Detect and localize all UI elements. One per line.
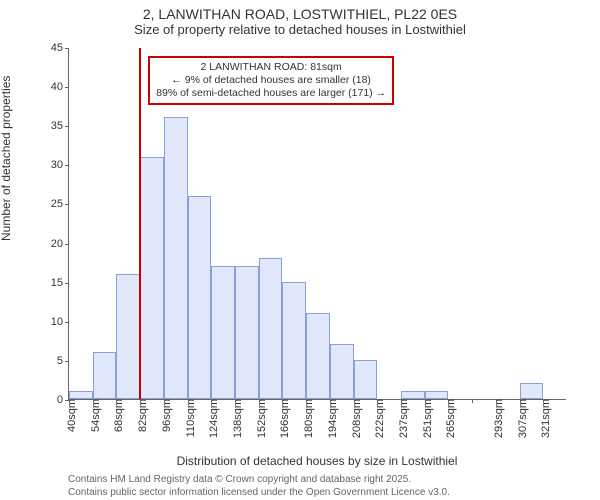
histogram-bar bbox=[259, 258, 283, 399]
x-tick-mark bbox=[520, 399, 521, 403]
y-tick-mark bbox=[65, 244, 69, 245]
y-tick-mark bbox=[65, 126, 69, 127]
footer-line1: Contains HM Land Registry data © Crown c… bbox=[68, 474, 450, 487]
x-tick-mark bbox=[235, 399, 236, 403]
x-tick-label: 222sqm bbox=[368, 399, 386, 438]
x-tick-mark bbox=[211, 399, 212, 403]
histogram-bar bbox=[93, 352, 117, 399]
x-tick-label: 124sqm bbox=[202, 399, 220, 438]
x-tick-mark bbox=[259, 399, 260, 403]
x-tick-label: 96sqm bbox=[155, 399, 173, 432]
x-tick-mark bbox=[354, 399, 355, 403]
x-tick-mark bbox=[543, 399, 544, 403]
x-tick-mark bbox=[330, 399, 331, 403]
x-tick-mark bbox=[401, 399, 402, 403]
histogram-bar bbox=[520, 383, 544, 399]
x-tick-label: 265sqm bbox=[439, 399, 457, 438]
y-tick-mark bbox=[65, 361, 69, 362]
histogram-bar bbox=[282, 282, 306, 399]
annotation-line: ← 9% of detached houses are smaller (18) bbox=[156, 74, 386, 87]
histogram-bar bbox=[425, 391, 449, 399]
x-tick-label: 166sqm bbox=[273, 399, 291, 438]
x-tick-mark bbox=[282, 399, 283, 403]
histogram-bar bbox=[116, 274, 140, 399]
x-tick-label: 110sqm bbox=[179, 399, 197, 437]
footer-line2: Contains public sector information licen… bbox=[68, 487, 450, 500]
reference-line bbox=[139, 48, 141, 399]
x-tick-label: 152sqm bbox=[250, 399, 268, 438]
x-tick-mark bbox=[69, 399, 70, 403]
x-tick-label: 307sqm bbox=[511, 399, 529, 438]
x-tick-mark bbox=[164, 399, 165, 403]
y-tick-mark bbox=[65, 48, 69, 49]
histogram-bar bbox=[164, 117, 188, 399]
y-axis-title: Number of detached properties bbox=[0, 229, 13, 241]
y-tick-mark bbox=[65, 322, 69, 323]
x-tick-mark bbox=[140, 399, 141, 403]
x-tick-label: 68sqm bbox=[107, 399, 125, 432]
annotation-line: 2 LANWITHAN ROAD: 81sqm bbox=[156, 61, 386, 74]
histogram-bar bbox=[235, 266, 259, 399]
histogram-bar bbox=[354, 360, 378, 399]
x-tick-mark bbox=[116, 399, 117, 403]
y-tick-mark bbox=[65, 283, 69, 284]
annotation-box: 2 LANWITHAN ROAD: 81sqm← 9% of detached … bbox=[148, 56, 394, 105]
title-block: 2, LANWITHAN ROAD, LOSTWITHIEL, PL22 0ES… bbox=[0, 0, 600, 37]
x-tick-mark bbox=[425, 399, 426, 403]
x-tick-mark bbox=[188, 399, 189, 403]
title-address: 2, LANWITHAN ROAD, LOSTWITHIEL, PL22 0ES bbox=[0, 6, 600, 22]
histogram-bar bbox=[330, 344, 354, 399]
x-tick-label: 321sqm bbox=[534, 399, 552, 438]
x-tick-label: 82sqm bbox=[131, 399, 149, 432]
x-tick-label: 138sqm bbox=[226, 399, 244, 438]
chart-container: 2, LANWITHAN ROAD, LOSTWITHIEL, PL22 0ES… bbox=[0, 0, 600, 500]
x-tick-label: 180sqm bbox=[297, 399, 315, 438]
histogram-bar bbox=[140, 157, 164, 399]
y-tick-mark bbox=[65, 87, 69, 88]
footer-attribution: Contains HM Land Registry data © Crown c… bbox=[68, 474, 450, 499]
histogram-bar bbox=[401, 391, 425, 399]
histogram-bar bbox=[306, 313, 330, 399]
histogram-bar bbox=[69, 391, 93, 399]
x-tick-label: 251sqm bbox=[416, 399, 434, 438]
x-tick-label: 237sqm bbox=[392, 399, 410, 438]
x-tick-label: 54sqm bbox=[84, 399, 102, 432]
histogram-bar bbox=[211, 266, 235, 399]
x-tick-label: 40sqm bbox=[60, 399, 78, 432]
y-tick-mark bbox=[65, 165, 69, 166]
x-tick-mark bbox=[377, 399, 378, 403]
plot-area: 05101520253035404540sqm54sqm68sqm82sqm96… bbox=[68, 48, 566, 400]
x-tick-label: 293sqm bbox=[487, 399, 505, 438]
x-tick-mark bbox=[93, 399, 94, 403]
x-tick-mark bbox=[448, 399, 449, 403]
x-tick-mark bbox=[306, 399, 307, 403]
x-tick-label: 208sqm bbox=[345, 399, 363, 438]
y-tick-mark bbox=[65, 204, 69, 205]
annotation-line: 89% of semi-detached houses are larger (… bbox=[156, 87, 386, 100]
title-subtitle: Size of property relative to detached ho… bbox=[0, 22, 600, 37]
x-tick-mark bbox=[472, 399, 473, 403]
x-axis-title: Distribution of detached houses by size … bbox=[68, 454, 566, 468]
x-tick-mark bbox=[496, 399, 497, 403]
histogram-bar bbox=[188, 196, 212, 399]
x-tick-label: 194sqm bbox=[321, 399, 339, 438]
